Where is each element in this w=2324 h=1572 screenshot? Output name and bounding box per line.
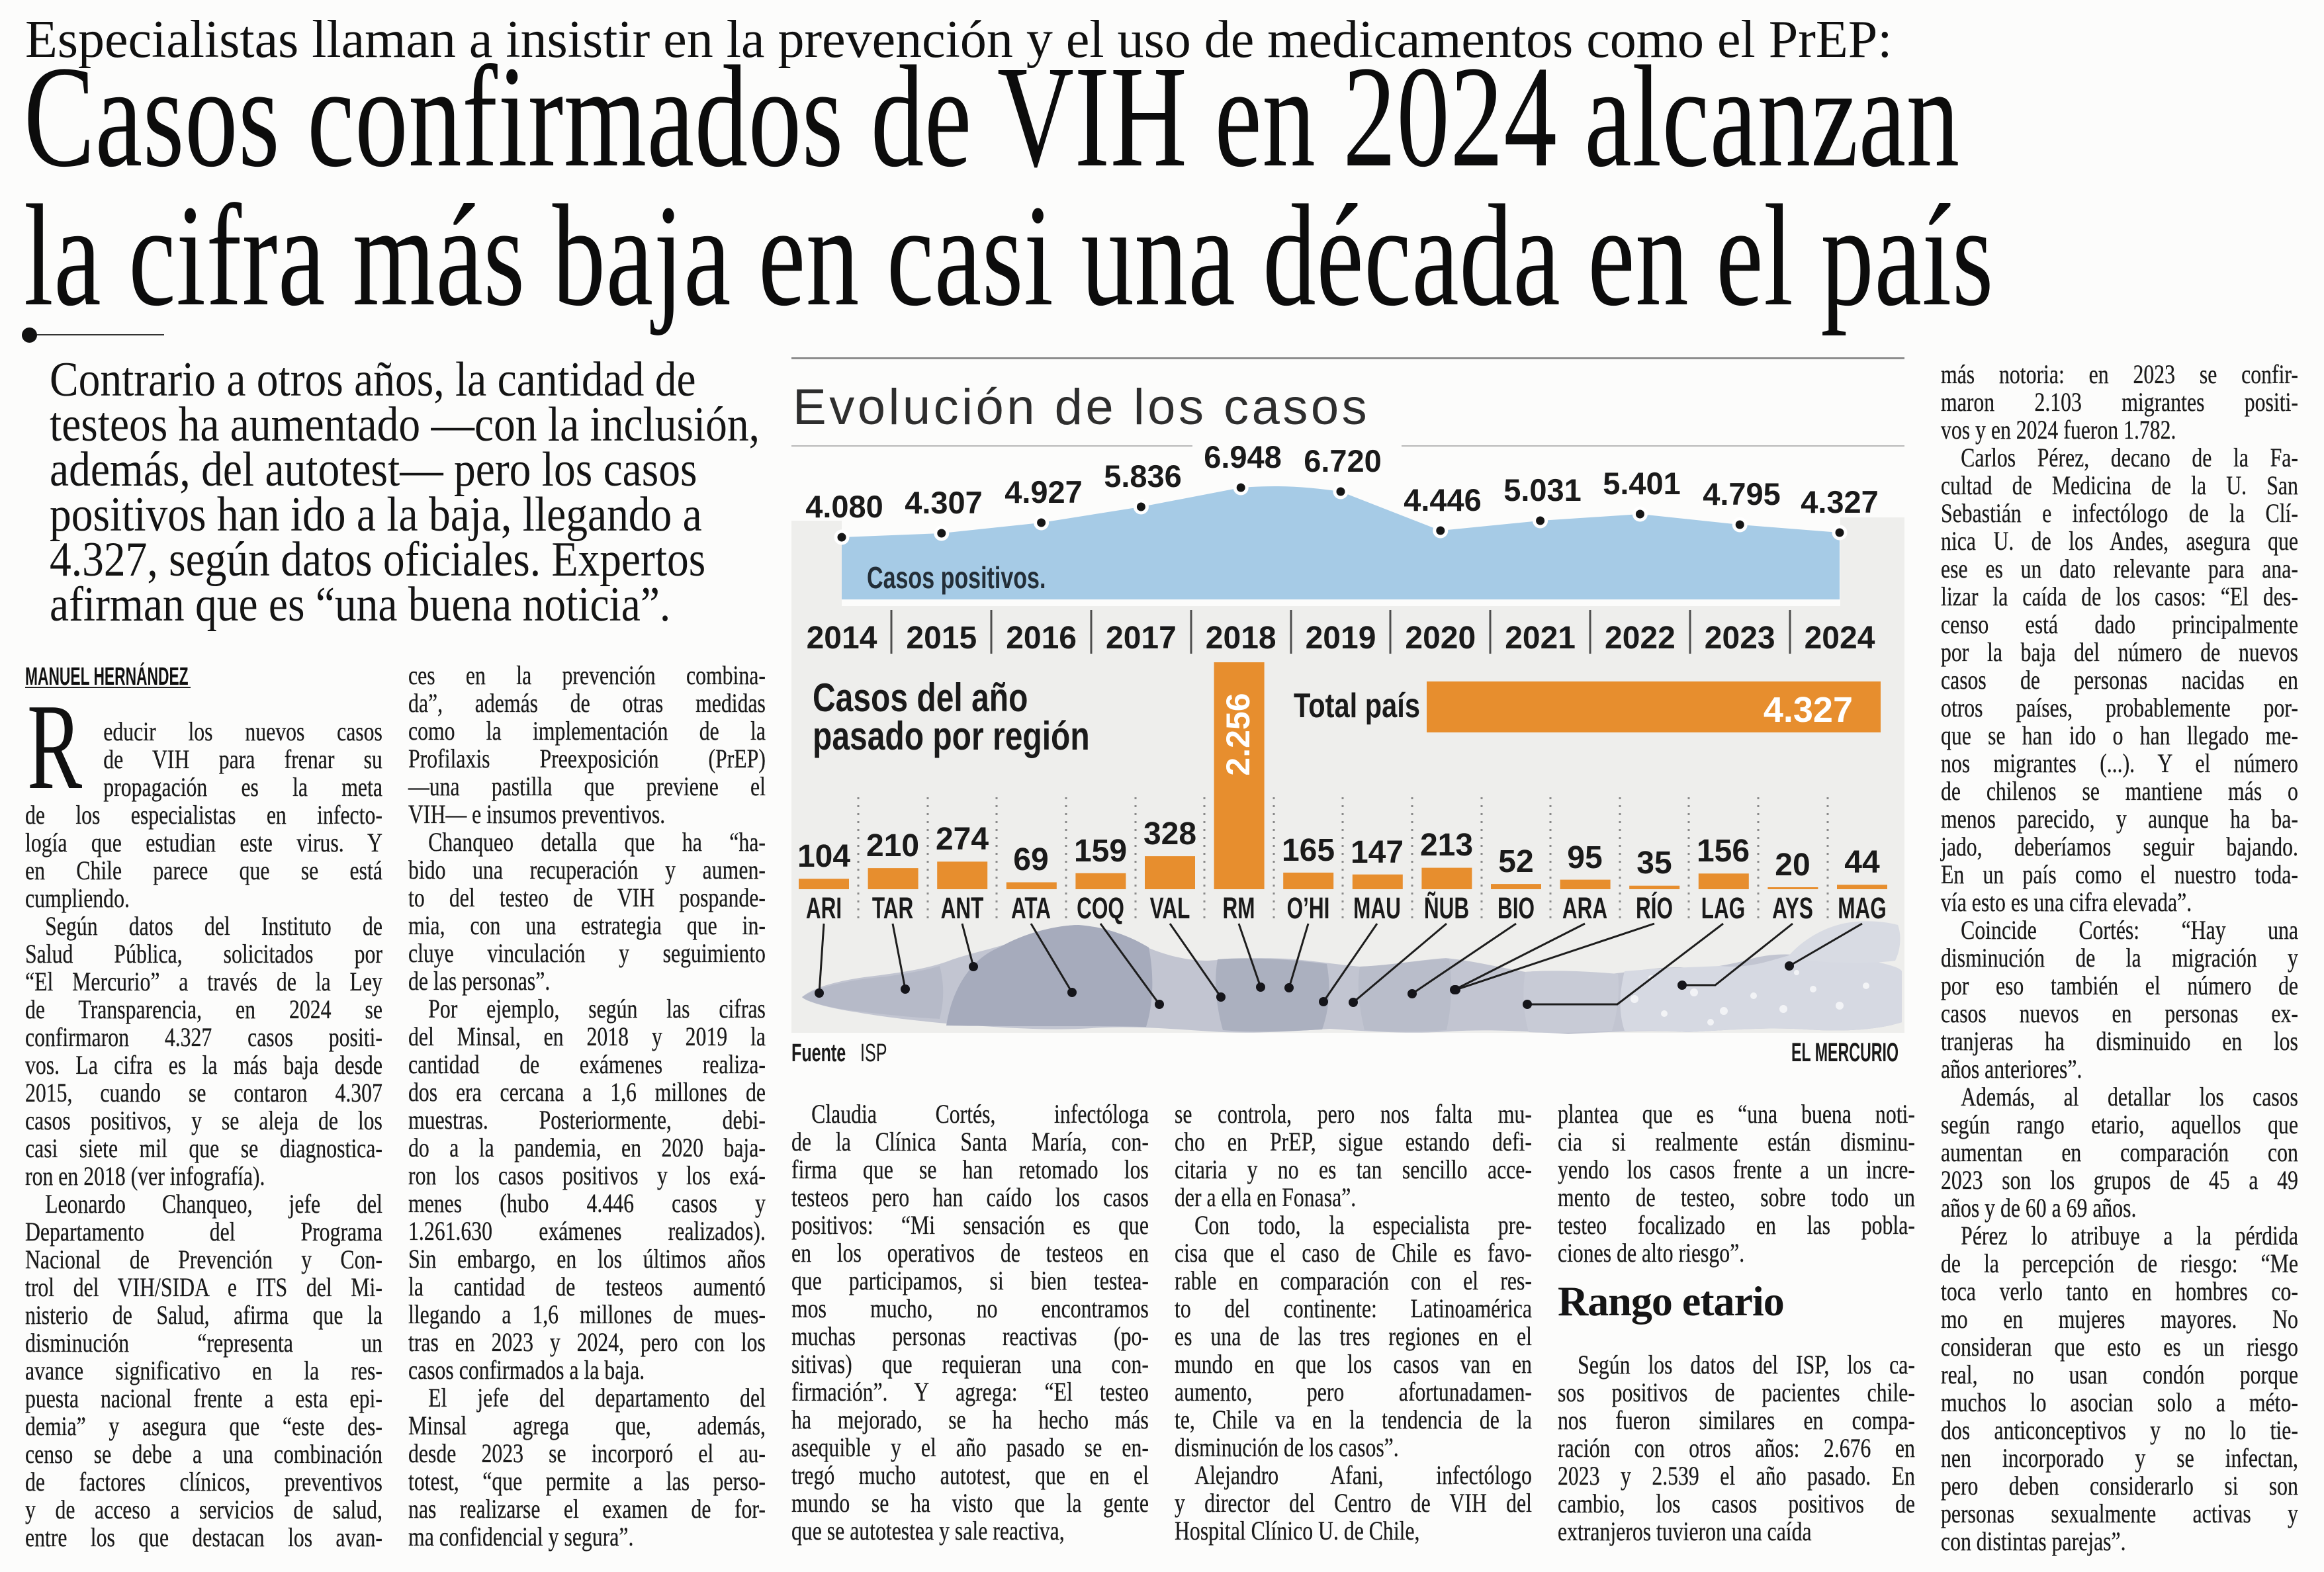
svg-text:4.327: 4.327 (1801, 484, 1879, 519)
svg-text:4.327: 4.327 (1764, 690, 1853, 730)
svg-text:5.836: 5.836 (1104, 459, 1182, 494)
svg-text:4.446: 4.446 (1404, 482, 1482, 517)
svg-text:RÍO: RÍO (1636, 891, 1673, 925)
svg-text:2024: 2024 (1805, 621, 1875, 656)
svg-text:4.080: 4.080 (805, 489, 883, 524)
svg-text:6.720: 6.720 (1304, 443, 1382, 478)
svg-text:Fuente: Fuente (791, 1039, 846, 1067)
svg-text:TAR: TAR (872, 893, 913, 926)
svg-text:LAG: LAG (1701, 893, 1745, 926)
svg-text:Casos del año: Casos del año (813, 676, 1028, 720)
svg-text:BIO: BIO (1497, 893, 1535, 926)
svg-text:2022: 2022 (1605, 621, 1676, 656)
svg-text:2020: 2020 (1405, 621, 1476, 656)
svg-text:274: 274 (936, 822, 989, 857)
svg-text:ÑUB: ÑUB (1424, 891, 1469, 925)
svg-text:44: 44 (1844, 845, 1880, 880)
svg-text:2023: 2023 (1705, 621, 1775, 656)
svg-text:Total país: Total país (1294, 686, 1420, 725)
svg-text:210: 210 (866, 828, 919, 863)
svg-text:2.256: 2.256 (1220, 693, 1257, 775)
svg-text:2016: 2016 (1006, 621, 1077, 656)
svg-text:VAL: VAL (1150, 893, 1190, 926)
svg-text:20: 20 (1775, 848, 1810, 883)
svg-text:AYS: AYS (1772, 893, 1813, 926)
svg-text:69: 69 (1013, 842, 1048, 877)
svg-text:156: 156 (1697, 834, 1750, 869)
svg-text:2015: 2015 (906, 621, 977, 656)
svg-text:2019: 2019 (1306, 621, 1376, 656)
svg-text:104: 104 (797, 839, 850, 874)
svg-text:147: 147 (1351, 835, 1404, 870)
svg-text:328: 328 (1143, 816, 1196, 852)
svg-text:4.927: 4.927 (1005, 474, 1083, 509)
svg-text:95: 95 (1567, 840, 1602, 875)
svg-text:213: 213 (1420, 828, 1473, 863)
svg-text:MAU: MAU (1353, 893, 1401, 926)
svg-text:COQ: COQ (1077, 893, 1124, 926)
svg-text:ARI: ARI (806, 893, 842, 926)
svg-text:EL MERCURIO: EL MERCURIO (1791, 1037, 1899, 1067)
svg-text:4.795: 4.795 (1703, 476, 1781, 511)
svg-text:Casos positivos.: Casos positivos. (867, 560, 1046, 595)
svg-text:5.031: 5.031 (1503, 472, 1582, 507)
svg-text:ISP: ISP (860, 1039, 887, 1067)
svg-text:52: 52 (1498, 844, 1533, 879)
svg-text:MAG: MAG (1838, 893, 1886, 926)
svg-text:ANT: ANT (941, 893, 984, 926)
svg-text:ATA: ATA (1011, 893, 1051, 926)
svg-text:O’HI: O’HI (1287, 893, 1330, 926)
svg-text:ARA: ARA (1562, 893, 1607, 926)
svg-text:2017: 2017 (1106, 621, 1177, 656)
svg-text:165: 165 (1282, 833, 1335, 868)
svg-text:2021: 2021 (1505, 621, 1576, 656)
svg-text:4.307: 4.307 (905, 485, 983, 520)
svg-text:pasado por región: pasado por región (813, 714, 1090, 758)
svg-text:Evolución de los casos: Evolución de los casos (793, 379, 1370, 435)
svg-text:RM: RM (1223, 893, 1255, 926)
svg-text:5.401: 5.401 (1603, 466, 1681, 501)
svg-text:2014: 2014 (807, 621, 877, 656)
svg-text:35: 35 (1636, 846, 1672, 881)
svg-text:159: 159 (1074, 834, 1127, 869)
svg-text:6.948: 6.948 (1204, 439, 1282, 474)
svg-text:2018: 2018 (1206, 621, 1276, 656)
